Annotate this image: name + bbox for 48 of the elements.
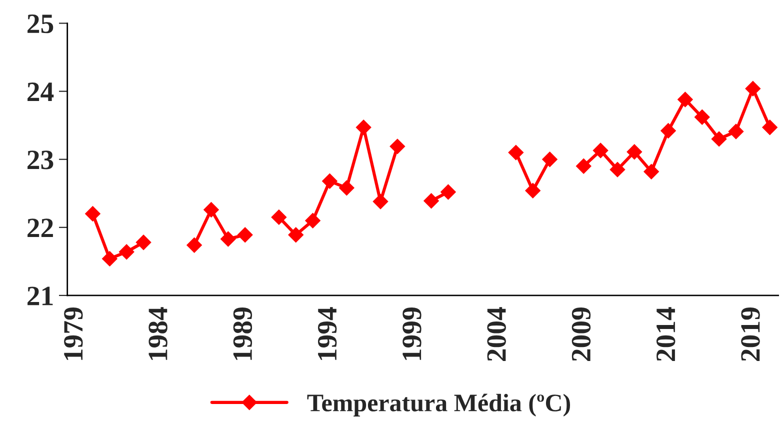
point: [322, 174, 338, 189]
x-tick-label: 2014: [656, 307, 676, 361]
y-tick-label: 23: [28, 150, 54, 170]
point: [85, 206, 100, 222]
x-tick-label: 2009: [572, 308, 591, 361]
point: [694, 110, 710, 125]
y-tick-label: 22: [28, 218, 53, 238]
point: [136, 234, 152, 250]
point: [102, 251, 118, 266]
legend-label: Temperatura Média (ºC): [307, 394, 570, 416]
point: [186, 238, 202, 253]
point: [440, 184, 456, 200]
x-tick-label: 1984: [148, 307, 168, 360]
x-tick-label: 1999: [402, 308, 422, 360]
point: [424, 193, 439, 208]
point: [542, 152, 558, 167]
point: [576, 158, 592, 174]
point: [592, 142, 608, 158]
point: [711, 131, 727, 147]
point: [238, 227, 253, 242]
y-tick-label: 25: [28, 14, 54, 34]
x-tick-label: 2004: [487, 307, 506, 361]
point: [305, 213, 320, 228]
point: [626, 144, 642, 160]
point: [660, 123, 676, 138]
point: [356, 120, 372, 135]
y-tick-label: 24: [28, 82, 54, 101]
point: [745, 81, 760, 96]
point: [644, 164, 659, 180]
point: [288, 227, 304, 242]
x-tick-label: 1989: [233, 308, 252, 360]
point: [119, 244, 134, 260]
point: [271, 210, 287, 225]
point: [610, 162, 626, 178]
point: [390, 138, 405, 154]
x-tick-label: 2019: [741, 308, 760, 361]
point: [372, 194, 388, 210]
y-tick-label: 21: [28, 286, 53, 306]
point: [728, 124, 744, 140]
point: [762, 120, 778, 135]
point: [220, 231, 236, 247]
point: [339, 180, 354, 196]
point: [678, 92, 693, 108]
x-tick-label: 1979: [64, 308, 83, 360]
x-tick-label: 1994: [318, 307, 337, 360]
point: [204, 202, 219, 218]
point: [525, 183, 540, 198]
point: [508, 144, 524, 160]
